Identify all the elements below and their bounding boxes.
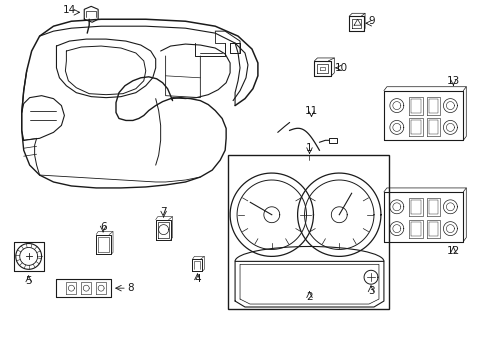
Text: 13: 13 xyxy=(446,76,459,86)
Text: 4: 4 xyxy=(194,274,200,284)
Text: 9: 9 xyxy=(368,16,375,26)
Text: 6: 6 xyxy=(100,222,106,231)
Text: 12: 12 xyxy=(446,247,459,256)
Text: 14: 14 xyxy=(62,5,76,15)
Text: 3: 3 xyxy=(367,286,373,296)
Bar xyxy=(328,138,337,143)
Bar xyxy=(228,155,388,309)
Text: 1: 1 xyxy=(305,143,312,153)
Text: 5: 5 xyxy=(25,276,32,286)
Text: 7: 7 xyxy=(160,207,166,217)
Text: 10: 10 xyxy=(334,63,347,73)
Text: 2: 2 xyxy=(305,292,312,302)
Text: 8: 8 xyxy=(127,283,134,293)
Text: 11: 11 xyxy=(304,105,318,116)
